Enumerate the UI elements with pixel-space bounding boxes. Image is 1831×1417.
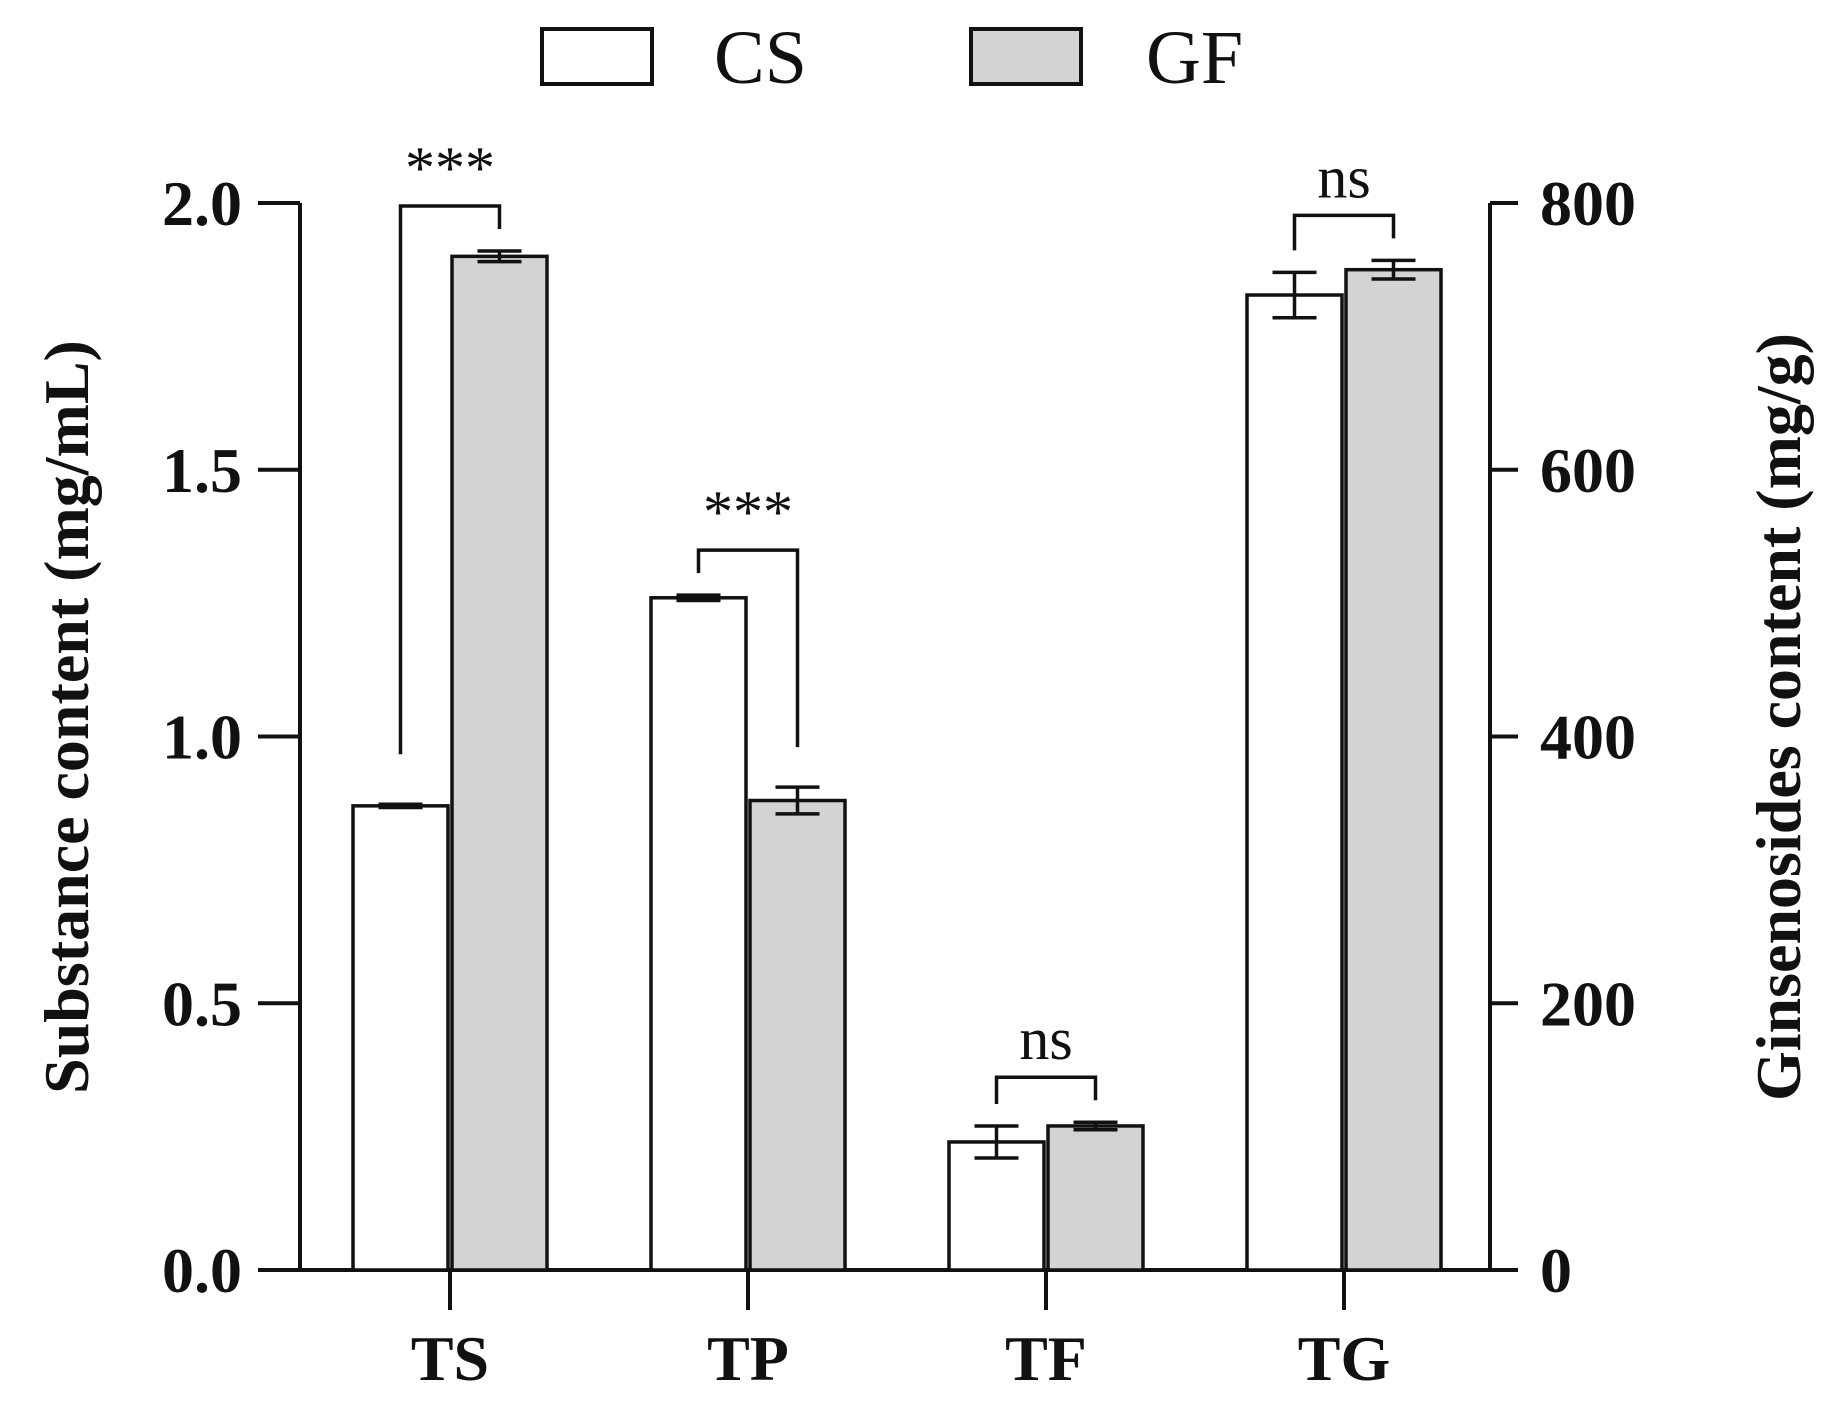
legend-swatch-gf — [969, 27, 1083, 86]
significance-label: ns — [1317, 144, 1370, 210]
significance-bracket — [1292, 213, 1396, 251]
left-axis-tick-label: 1.5 — [162, 435, 242, 506]
significance-label: ns — [1019, 1006, 1072, 1072]
category-label-ts: TS — [411, 1323, 489, 1394]
category-label-tp: TP — [707, 1323, 789, 1394]
left-axis-tick-label: 0.0 — [162, 1235, 242, 1306]
right-axis-tick-label: 800 — [1540, 168, 1636, 239]
right-axis-tick-label: 0 — [1540, 1235, 1572, 1306]
right-axis-tick-label: 400 — [1540, 702, 1636, 773]
significance-bracket — [696, 548, 800, 748]
bar-cs-tf — [947, 1140, 1046, 1272]
significance-label: *** — [703, 479, 793, 545]
bar-gf-tp — [748, 798, 847, 1272]
significance-bracket — [398, 204, 502, 755]
left-axis-tick-label: 2.0 — [162, 168, 242, 239]
right-axis-tick-label: 600 — [1540, 435, 1636, 506]
bar-cs-tg — [1245, 293, 1344, 1272]
legend-label-cs: CS — [714, 16, 807, 100]
bar-gf-tf — [1046, 1124, 1145, 1272]
significance-bracket — [994, 1075, 1098, 1104]
left-axis-tick-label: 0.5 — [162, 968, 242, 1039]
plot-area: 0.0 0.5 1.0 1.5 2.0 0 200 400 600 800 TS TP TF TG *** *… — [162, 135, 1636, 1394]
bar-gf-tg — [1344, 267, 1443, 1272]
legend-label-gf: GF — [1146, 16, 1243, 100]
left-axis-title: Substance content (mg/mL) — [31, 340, 102, 1094]
right-axis-title: Ginsenosides content (mg/g) — [1743, 333, 1814, 1101]
bar-gf-ts — [450, 254, 549, 1272]
bar-cs-ts — [351, 804, 450, 1272]
category-label-tg: TG — [1298, 1323, 1390, 1394]
left-axis-tick-label: 1.0 — [162, 702, 242, 773]
legend: CS GF — [540, 16, 1243, 100]
category-label-tf: TF — [1005, 1323, 1087, 1394]
right-axis-tick-label: 200 — [1540, 968, 1636, 1039]
significance-label: *** — [405, 135, 495, 201]
legend-swatch-cs — [540, 27, 654, 86]
bar-cs-tp — [649, 596, 748, 1272]
